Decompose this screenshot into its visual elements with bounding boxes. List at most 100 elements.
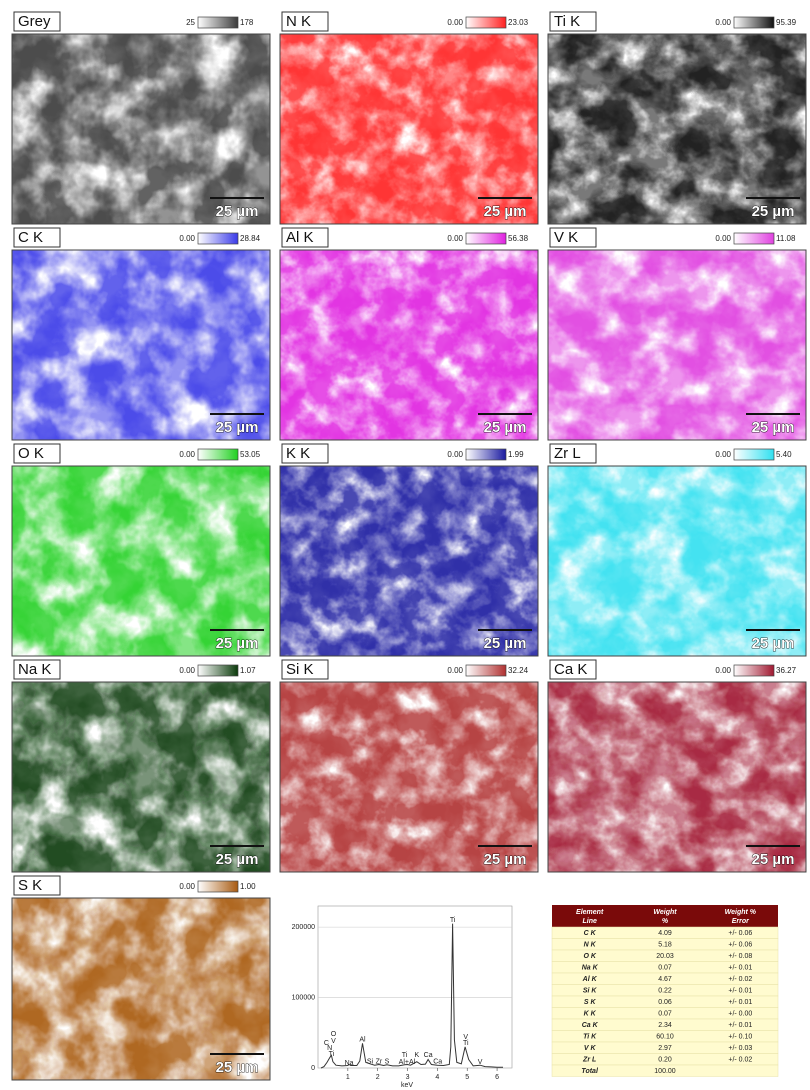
map-label-box — [13, 11, 61, 32]
map-frame — [547, 465, 807, 657]
colorbar-max: 36.27 — [776, 666, 797, 675]
map-label-box — [549, 227, 597, 248]
table-cell: O K — [583, 953, 596, 960]
map-label: Al K — [286, 229, 314, 246]
peak-label: Al+Al — [399, 1059, 416, 1066]
peak-label: Ti — [450, 917, 456, 924]
colorbar-max: 95.39 — [776, 18, 797, 27]
colorbar-max: 178 — [240, 18, 254, 27]
table-header-cell: Weight % Error — [725, 909, 757, 925]
peak-label: Ti — [329, 1051, 335, 1058]
map-label-box — [13, 659, 61, 680]
peak-label: C — [324, 1040, 329, 1047]
table-cell: +/- 0.01 — [728, 999, 752, 1006]
map-frame — [11, 465, 271, 657]
table-cell: S K — [584, 999, 597, 1006]
map-signal-dense — [280, 466, 538, 656]
scale-bar-label: 25 µm — [216, 419, 259, 436]
x-axis-label: keV — [401, 1082, 413, 1089]
map-frame — [279, 33, 539, 225]
colorbar-min: 0.00 — [179, 882, 195, 891]
table-cell: 0.22 — [658, 988, 672, 995]
map-label-box — [281, 11, 329, 32]
table-cell: +/- 0.03 — [728, 1045, 752, 1052]
table-cell: 100.00 — [654, 1068, 676, 1075]
peak-label: Zr — [376, 1059, 383, 1066]
peak-label: Ti — [463, 1040, 469, 1047]
table-cell: 0.07 — [658, 1011, 672, 1018]
peak-label: V — [478, 1059, 483, 1066]
peak-label: Al — [359, 1037, 366, 1044]
colorbar — [465, 664, 507, 677]
table-cell: 4.09 — [658, 930, 672, 937]
map-signal-dense — [12, 250, 270, 440]
colorbar-max: 28.84 — [240, 234, 261, 243]
table-cell: Al K — [582, 976, 598, 983]
element-map: C K 0.00 28.84 25 µm — [11, 227, 271, 441]
colorbar — [733, 664, 775, 677]
plot-area — [317, 905, 513, 1069]
table-cell: +/- 0.02 — [728, 976, 752, 983]
colorbar-max: 1.07 — [240, 666, 256, 675]
peak-label: V — [331, 1038, 336, 1045]
element-map: Al K 0.00 56.38 25 µm — [279, 227, 539, 441]
element-map: S K 0.00 1.00 25 µm — [11, 875, 271, 1081]
colorbar-max: 1.00 — [240, 882, 256, 891]
scale-bar-label: 25 µm — [484, 635, 527, 652]
table-cell: Zr L — [582, 1057, 596, 1064]
colorbar — [465, 232, 507, 245]
table-row-bg — [551, 1064, 779, 1077]
map-frame — [279, 249, 539, 441]
colorbar-max: 23.03 — [508, 18, 529, 27]
table-cell: 2.97 — [658, 1045, 672, 1052]
table-cell: +/- 0.06 — [728, 942, 752, 949]
map-signal-dense — [548, 466, 806, 656]
colorbar — [733, 448, 775, 461]
table-cell: C K — [584, 930, 597, 937]
colorbar-min: 0.00 — [179, 450, 195, 459]
element-map: Zr L 0.00 5.40 25 µm — [547, 443, 807, 657]
peak-label: Si — [367, 1059, 374, 1066]
element-map: V K 0.00 11.08 25 µm — [547, 227, 807, 441]
table-cell: Ti K — [583, 1034, 597, 1041]
table-header-cell: Element Line — [576, 909, 604, 925]
element-map: Si K 0.00 32.24 25 µm — [279, 659, 539, 873]
map-signal-dense — [12, 34, 270, 224]
peak-label: O — [331, 1031, 337, 1038]
scale-bar-label: 25 µm — [216, 851, 259, 868]
map-signal-dense — [280, 250, 538, 440]
table-cell: 60.10 — [656, 1034, 674, 1041]
element-map: Grey 25 178 25 µm — [11, 11, 271, 225]
colorbar-min: 0.00 — [715, 18, 731, 27]
colorbar-max: 53.05 — [240, 450, 261, 459]
table-cell: Na K — [582, 965, 599, 972]
element-map: O K 0.00 53.05 25 µm — [11, 443, 271, 657]
peak-label: V — [463, 1034, 468, 1041]
map-label-box — [549, 443, 597, 464]
map-frame — [11, 897, 271, 1081]
map-frame — [547, 681, 807, 873]
colorbar-min: 0.00 — [447, 234, 463, 243]
peak-label: Ca — [424, 1052, 433, 1059]
colorbar — [465, 16, 507, 29]
peak-label: Na — [345, 1060, 354, 1067]
map-signal-dense — [12, 466, 270, 656]
map-signal-dense — [280, 682, 538, 872]
table-cell: 2.34 — [658, 1022, 672, 1029]
colorbar — [197, 664, 239, 677]
scale-bar-label: 25 µm — [216, 1059, 259, 1076]
map-frame — [547, 249, 807, 441]
table-cell: Ca K — [582, 1022, 599, 1029]
colorbar — [733, 232, 775, 245]
x-tick-label: 2 — [376, 1074, 380, 1081]
colorbar-min: 0.00 — [715, 234, 731, 243]
table-cell: K K — [584, 1011, 597, 1018]
colorbar-min: 25 — [186, 18, 195, 27]
table-cell: N K — [584, 942, 597, 949]
colorbar-max: 1.99 — [508, 450, 524, 459]
peak-label: Ca — [433, 1059, 442, 1066]
map-frame — [547, 33, 807, 225]
table-cell: +/- 0.02 — [728, 1057, 752, 1064]
scale-bar-label: 25 µm — [752, 419, 795, 436]
map-frame — [11, 33, 271, 225]
